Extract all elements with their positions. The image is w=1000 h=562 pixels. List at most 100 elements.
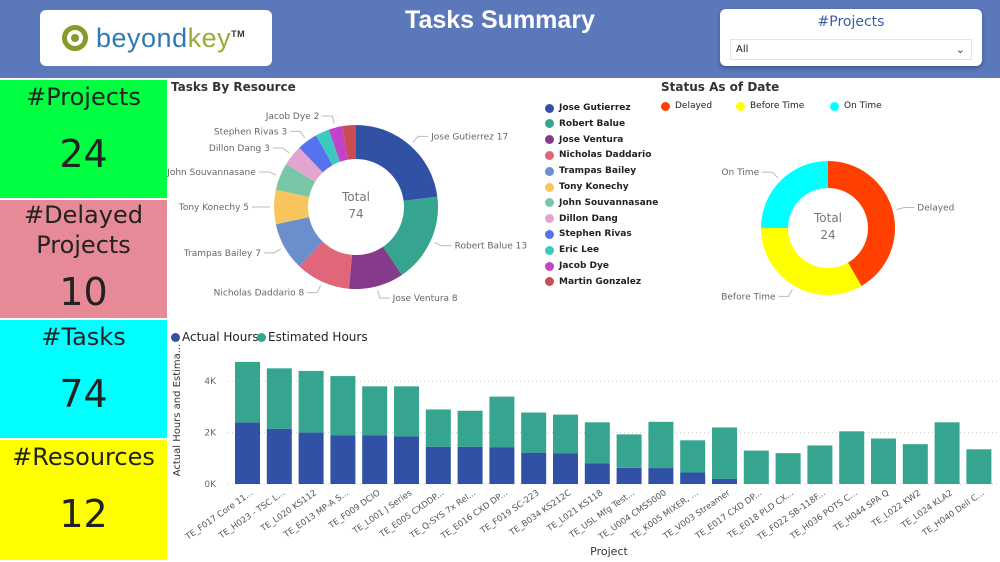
estimated-hours-bar bbox=[394, 386, 419, 437]
y-tick-label: 0K bbox=[204, 480, 217, 490]
actual-hours-bar bbox=[298, 432, 324, 484]
legend-label: Dillon Dang bbox=[559, 213, 618, 224]
legend-item: Martin Gonzalez bbox=[545, 277, 641, 287]
legend-item: Eric Lee bbox=[545, 245, 599, 255]
legend-label: Robert Balue bbox=[559, 118, 626, 129]
donut-slice bbox=[342, 125, 356, 160]
legend-dot bbox=[545, 103, 554, 113]
donut-center-label: Total bbox=[813, 211, 842, 225]
donut-slice bbox=[356, 125, 438, 201]
actual-hours-bar bbox=[521, 452, 547, 484]
donut-slice bbox=[382, 196, 438, 275]
chevron-down-icon[interactable]: ⌄ bbox=[955, 43, 965, 56]
data-label: On Time bbox=[721, 168, 759, 178]
legend-label: Jacob Dye bbox=[559, 261, 609, 271]
donut-slice bbox=[349, 246, 402, 289]
estimated-hours-bar bbox=[966, 449, 992, 484]
data-label: Jose Ventura 8 bbox=[392, 294, 458, 304]
legend-label: Estimated Hours bbox=[268, 330, 368, 344]
y-axis-title: Actual Hours and Estima... bbox=[172, 344, 183, 477]
donut-slice bbox=[761, 228, 862, 295]
estimated-hours-bar bbox=[235, 361, 260, 423]
actual-hours-bar bbox=[584, 463, 610, 484]
legend-dot bbox=[171, 332, 180, 342]
estimated-hours-bar bbox=[298, 370, 324, 433]
donut-slice bbox=[275, 164, 316, 197]
estimated-hours-bar bbox=[616, 434, 642, 468]
kpi-label: #Delayed Projects bbox=[24, 201, 143, 259]
donut-slice bbox=[761, 161, 828, 228]
logo-text: beyondkeyTM bbox=[96, 22, 246, 53]
legend-dot bbox=[257, 332, 266, 342]
leader-line bbox=[377, 290, 390, 299]
legend-label: Before Time bbox=[750, 101, 805, 111]
slicer-title: #Projects bbox=[817, 14, 885, 30]
estimated-hours-bar bbox=[712, 427, 737, 479]
donut-slice bbox=[328, 126, 348, 162]
legend-label: On Time bbox=[844, 101, 882, 111]
actual-hours-bar bbox=[425, 446, 451, 484]
actual-hours-bar bbox=[394, 436, 419, 484]
legend-dot bbox=[661, 101, 670, 111]
estimated-hours-bar bbox=[330, 376, 356, 436]
legend-label: Nicholas Daddario bbox=[559, 150, 652, 161]
legend-label: Jose Gutierrez bbox=[559, 103, 631, 113]
legend-item: Jacob Dye bbox=[545, 261, 609, 271]
legend-item: Jose Ventura bbox=[545, 135, 623, 145]
data-label: Tony Konechy 5 bbox=[178, 203, 249, 213]
actual-hours-bar bbox=[330, 435, 356, 484]
estimated-hours-bar bbox=[266, 368, 292, 429]
y-tick-label: 2K bbox=[204, 429, 217, 439]
data-label: Trampas Bailey 7 bbox=[183, 249, 261, 259]
kpi-label: #Resources bbox=[12, 443, 155, 471]
logo-icon bbox=[62, 25, 88, 51]
kpi-value: 12 bbox=[59, 492, 108, 536]
donut-slice bbox=[274, 189, 310, 225]
leader-line bbox=[434, 241, 452, 247]
leader-line bbox=[896, 207, 915, 211]
legend-dot bbox=[545, 166, 554, 176]
status-title: Status As of Date bbox=[661, 80, 780, 94]
legend-dot bbox=[545, 182, 554, 192]
legend-dot bbox=[545, 245, 554, 255]
legend-item: Jose Gutierrez bbox=[545, 103, 631, 113]
actual-hours-bar bbox=[648, 468, 674, 484]
legend-dot bbox=[545, 229, 554, 239]
projects-slicer: #Projects All ⌄ bbox=[720, 9, 982, 66]
estimated-hours-bar bbox=[934, 422, 960, 484]
legend-item: Tony Konechy bbox=[545, 182, 629, 192]
donut-slice bbox=[299, 135, 333, 173]
leader-line bbox=[258, 171, 277, 176]
legend-item: Before Time bbox=[736, 101, 804, 111]
legend-item: John Souvannasane bbox=[545, 198, 658, 208]
legend-item: Robert Balue bbox=[545, 119, 625, 129]
legend-dot bbox=[545, 119, 554, 129]
legend-label: Actual Hours bbox=[182, 330, 259, 344]
estimated-hours-bar bbox=[871, 438, 896, 484]
leader-line bbox=[272, 147, 290, 154]
estimated-hours-bar bbox=[743, 450, 769, 484]
legend-item: Trampas Bailey bbox=[545, 166, 636, 176]
leader-line bbox=[322, 115, 335, 124]
donut-slice bbox=[299, 241, 352, 289]
legend-dot bbox=[545, 198, 554, 208]
kpi-value: 10 bbox=[59, 270, 108, 314]
donut-center-label: Total bbox=[341, 190, 370, 204]
data-label: Robert Balue 13 bbox=[455, 242, 527, 252]
legend-label: Delayed bbox=[675, 101, 713, 111]
legend-label: John Souvannasane bbox=[559, 197, 659, 208]
legend-item: Actual Hours bbox=[171, 330, 259, 344]
actual-hours-bar bbox=[489, 447, 515, 484]
legend-label: Tony Konechy bbox=[559, 182, 629, 192]
kpi-value: 74 bbox=[59, 372, 108, 416]
estimated-hours-bar bbox=[553, 414, 578, 454]
projects-dropdown[interactable]: All ⌄ bbox=[730, 39, 972, 60]
data-label: Delayed bbox=[917, 204, 954, 214]
actual-hours-bar bbox=[457, 446, 483, 484]
legend-label: Jose Ventura bbox=[559, 134, 624, 145]
legend-item: On Time bbox=[830, 101, 882, 111]
estimated-hours-bar bbox=[648, 421, 674, 469]
data-label: Before Time bbox=[721, 292, 776, 302]
estimated-hours-bar bbox=[521, 412, 547, 453]
